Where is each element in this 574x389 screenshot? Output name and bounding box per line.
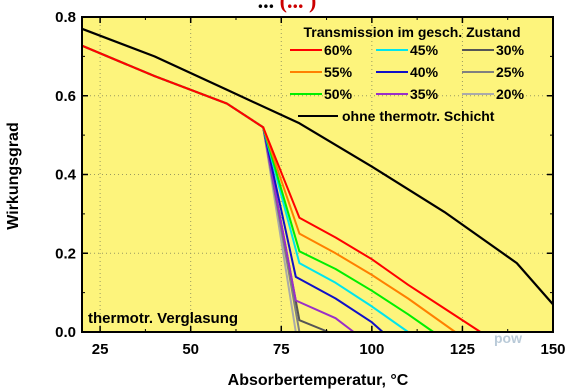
legend-label: 55%: [324, 64, 353, 80]
x-tick-label: 75: [273, 341, 290, 358]
legend-label: 40%: [410, 64, 439, 80]
x-tick-label: 100: [359, 341, 384, 358]
legend-label: 30%: [496, 42, 525, 58]
watermark: pow: [494, 330, 522, 346]
legend-title: Transmission im gesch. Zustand: [303, 24, 520, 40]
y-tick-label: 0.2: [55, 245, 76, 262]
x-axis-label: Absorbertemperatur, °C: [228, 372, 409, 389]
series-line: [81, 44, 482, 333]
legend-label: 25%: [496, 64, 525, 80]
y-tick-label: 0.4: [55, 167, 77, 184]
chart-title-left: ...: [257, 0, 280, 13]
chart-title-partial: ... (... ): [0, 0, 574, 14]
legend-label: 60%: [324, 42, 353, 58]
x-tick-label: 125: [450, 341, 475, 358]
x-tick-label: 25: [92, 341, 109, 358]
y-tick-label: 0.0: [55, 324, 76, 341]
y-axis-label: Wirkungsgrad: [5, 122, 22, 229]
x-tick-label: 150: [540, 341, 565, 358]
legend-label: 50%: [324, 86, 353, 102]
legend: Transmission im gesch. Zustand 60% 45% 30% 5…: [290, 24, 525, 124]
legend-label: ohne thermotr. Schicht: [342, 108, 495, 124]
x-tick-label: 50: [182, 341, 199, 358]
y-tick-label: 0.6: [55, 88, 76, 105]
annotation-label: thermotr. Verglasung: [88, 310, 238, 327]
grid: [82, 17, 553, 332]
legend-label: 45%: [410, 42, 439, 58]
legend-label: 35%: [410, 86, 439, 102]
legend-label: 20%: [496, 86, 525, 102]
series-line: [81, 27, 554, 306]
axis-ticks: 25 50 75 100 125 150 0.0 0.2 0.4 0.6 0.8: [55, 9, 565, 358]
y-tick-label: 0.8: [55, 9, 76, 26]
chart-title-highlight: (... ): [279, 0, 317, 13]
series-layer: [81, 27, 554, 333]
